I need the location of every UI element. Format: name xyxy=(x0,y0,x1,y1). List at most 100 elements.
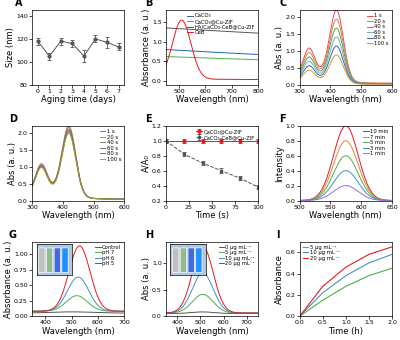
20 s xyxy=(352,79,357,83)
Legend: 1 s, 20 s, 40 s, 60 s, 80 s, 100 s: 1 s, 20 s, 40 s, 60 s, 80 s, 100 s xyxy=(99,129,122,162)
1 s xyxy=(297,68,302,72)
Control xyxy=(108,311,112,315)
CeB xyxy=(219,77,224,81)
5 min xyxy=(314,196,319,200)
X-axis label: Wavelength (nm): Wavelength (nm) xyxy=(176,96,248,104)
0 μg mL⁻¹ xyxy=(218,311,223,315)
3 min xyxy=(390,199,394,203)
10 μg mL⁻¹ xyxy=(390,252,394,256)
Line: 60 s: 60 s xyxy=(300,37,392,84)
pH 5 xyxy=(84,258,89,262)
10 μg mL⁻¹ xyxy=(248,311,252,315)
Control xyxy=(114,311,118,315)
pH 7 xyxy=(86,301,91,305)
40 s xyxy=(375,82,380,86)
Y-axis label: Abs (a. u.): Abs (a. u.) xyxy=(8,142,16,185)
40 s xyxy=(381,82,386,86)
60 s xyxy=(334,35,339,39)
5 μg mL⁻¹ xyxy=(242,311,246,315)
0 μg mL⁻¹ xyxy=(248,311,252,316)
1 s xyxy=(381,81,386,85)
pH 7 xyxy=(30,309,34,313)
Line: pH 6: pH 6 xyxy=(32,277,124,311)
100 s xyxy=(334,53,339,57)
20 s xyxy=(381,81,386,85)
5 min xyxy=(386,198,390,202)
80 s xyxy=(66,130,71,134)
5 μg mL⁻¹ xyxy=(220,308,225,312)
1 min xyxy=(322,195,327,199)
5 μg mL⁻¹ xyxy=(366,274,371,278)
pH 5 xyxy=(122,309,127,313)
7 min xyxy=(297,199,302,203)
HA/CaCO₃-CeB@Cu-ZIF xyxy=(164,26,168,30)
5 min xyxy=(303,198,308,202)
10 μg mL⁻¹ xyxy=(164,311,168,315)
60 s xyxy=(114,197,118,201)
Line: 1 s: 1 s xyxy=(32,126,124,199)
40 s xyxy=(30,184,34,188)
HA/CaCO₃-CeB@Cu-ZIF xyxy=(218,29,223,33)
CeB xyxy=(218,77,223,81)
5 μg mL⁻¹ xyxy=(297,314,302,318)
60 s xyxy=(390,82,394,86)
CaCO₃@Cu-ZIF xyxy=(164,54,168,58)
pH 6 xyxy=(76,275,80,279)
40 s xyxy=(122,197,127,201)
Line: 100 s: 100 s xyxy=(32,133,124,199)
20 μg mL⁻¹ xyxy=(297,314,302,318)
X-axis label: Wavelength (nm): Wavelength (nm) xyxy=(42,211,114,220)
Control xyxy=(30,311,35,315)
10 μg mL⁻¹ xyxy=(220,305,225,309)
100 s xyxy=(30,184,35,188)
20 s xyxy=(297,69,302,73)
0 μg mL⁻¹ xyxy=(242,311,246,316)
5 μg mL⁻¹ xyxy=(320,298,325,302)
80 s xyxy=(122,197,127,201)
1 min xyxy=(297,199,302,203)
40 s xyxy=(390,82,394,86)
100 s xyxy=(375,82,380,86)
20 s xyxy=(114,197,118,201)
20 s xyxy=(334,17,339,21)
80 s xyxy=(86,195,91,199)
Control xyxy=(84,310,89,314)
100 s xyxy=(66,131,71,135)
Line: 10 μg mL⁻¹: 10 μg mL⁻¹ xyxy=(166,273,258,313)
CeB xyxy=(220,77,225,81)
Y-axis label: Abs (a. u.): Abs (a. u.) xyxy=(275,26,284,69)
Legend: Control, pH 7, pH 6, pH 5: Control, pH 7, pH 6, pH 5 xyxy=(95,244,122,267)
3 min xyxy=(322,192,327,196)
10 min xyxy=(390,199,394,203)
Line: 40 s: 40 s xyxy=(300,28,392,84)
100 s xyxy=(352,81,357,85)
60 s xyxy=(108,197,112,201)
pH 6 xyxy=(30,309,35,313)
3 min xyxy=(386,198,390,202)
Y-axis label: Absorbance (a. u.): Absorbance (a. u.) xyxy=(142,9,150,86)
40 s xyxy=(298,71,302,75)
10 μg mL⁻¹ xyxy=(218,302,223,306)
Text: B: B xyxy=(146,0,153,8)
Line: Control: Control xyxy=(32,312,124,313)
Control xyxy=(69,310,74,314)
10 μg mL⁻¹ xyxy=(297,314,302,318)
0 μg mL⁻¹ xyxy=(164,311,168,316)
5 min xyxy=(343,154,348,158)
20 μg mL⁻¹ xyxy=(200,244,205,249)
10 μg mL⁻¹ xyxy=(164,311,168,315)
20 μg mL⁻¹ xyxy=(248,311,252,315)
5 μg mL⁻¹ xyxy=(344,284,348,288)
1 s xyxy=(352,79,357,83)
1 s xyxy=(114,197,118,201)
20 μg mL⁻¹ xyxy=(390,245,394,249)
X-axis label: Wavelength (nm): Wavelength (nm) xyxy=(310,96,382,104)
60 s xyxy=(86,195,91,199)
10 μg mL⁻¹ xyxy=(200,271,205,275)
0 μg mL⁻¹ xyxy=(220,311,225,315)
80 s xyxy=(381,82,386,86)
CaCO₃@Cu-ZIF xyxy=(218,56,223,61)
Line: 20 μg mL⁻¹: 20 μg mL⁻¹ xyxy=(166,246,258,313)
20 s xyxy=(30,183,35,187)
5 min xyxy=(297,199,302,203)
